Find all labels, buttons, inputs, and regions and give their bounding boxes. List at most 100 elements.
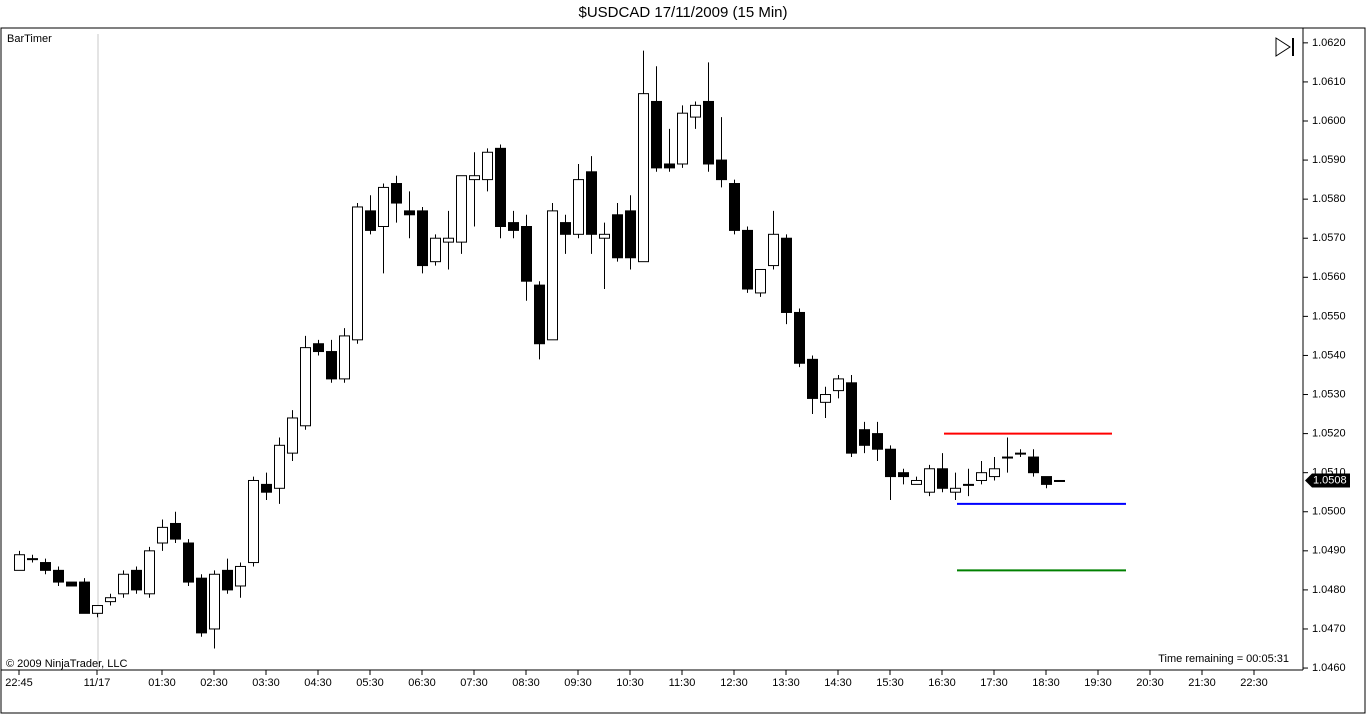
play-icon[interactable] bbox=[1275, 37, 1294, 57]
candle-body bbox=[287, 417, 298, 454]
candle-body bbox=[716, 159, 727, 181]
x-tick-label: 18:30 bbox=[1032, 677, 1060, 689]
candle bbox=[183, 539, 194, 586]
candle bbox=[781, 234, 792, 325]
candle-body bbox=[508, 222, 519, 231]
candle-body bbox=[105, 597, 116, 603]
candle-body bbox=[404, 210, 415, 216]
candle-body bbox=[755, 268, 766, 294]
candle bbox=[703, 62, 714, 172]
candle bbox=[651, 66, 662, 172]
candle bbox=[560, 214, 571, 254]
x-tick-label: 09:30 bbox=[564, 677, 592, 689]
y-tick-label: 1.0460 bbox=[1312, 662, 1346, 674]
candle bbox=[40, 558, 51, 575]
y-tick-label: 1.0620 bbox=[1312, 37, 1346, 49]
y-tick-label: 1.0520 bbox=[1312, 428, 1346, 440]
candle-body bbox=[157, 526, 168, 544]
candle-body bbox=[742, 229, 753, 290]
candle-body bbox=[781, 237, 792, 313]
candle-body bbox=[14, 554, 25, 571]
candle bbox=[690, 101, 701, 129]
candle bbox=[274, 437, 285, 504]
candle bbox=[872, 421, 883, 461]
candle-body bbox=[729, 183, 740, 231]
candle bbox=[365, 195, 376, 235]
candle bbox=[833, 374, 844, 399]
candle bbox=[742, 226, 753, 293]
candle-body bbox=[651, 100, 662, 169]
candle-body bbox=[534, 284, 545, 345]
candle bbox=[664, 128, 675, 172]
candle bbox=[625, 195, 636, 270]
candle bbox=[716, 117, 727, 188]
candle-body bbox=[131, 569, 142, 591]
x-tick-label: 22:30 bbox=[1240, 677, 1268, 689]
candle bbox=[911, 476, 922, 485]
candle bbox=[131, 566, 142, 594]
candle bbox=[170, 511, 181, 544]
candle-body bbox=[339, 335, 350, 380]
x-tick-label: 21:30 bbox=[1188, 677, 1216, 689]
candle bbox=[209, 570, 220, 649]
candle bbox=[469, 152, 480, 227]
x-tick-label: 01:30 bbox=[148, 677, 176, 689]
candle-body bbox=[586, 171, 597, 235]
candle bbox=[443, 210, 454, 270]
candle bbox=[794, 308, 805, 368]
time-remaining: Time remaining = 00:05:31 bbox=[1158, 653, 1289, 665]
candle bbox=[79, 578, 90, 614]
indicator-label: BarTimer bbox=[7, 33, 52, 45]
candle bbox=[391, 175, 402, 223]
x-tick-label: 10:30 bbox=[616, 677, 644, 689]
candle bbox=[235, 562, 246, 598]
candle-body bbox=[911, 479, 922, 485]
candle-body bbox=[352, 206, 363, 341]
candle bbox=[807, 355, 818, 415]
y-tick-label: 1.0500 bbox=[1312, 506, 1346, 518]
x-tick-label: 19:30 bbox=[1084, 677, 1112, 689]
candle bbox=[677, 105, 688, 168]
candle bbox=[547, 203, 558, 341]
candle-body bbox=[118, 573, 129, 595]
play-shape[interactable] bbox=[1275, 37, 1291, 57]
x-tick-label: 16:30 bbox=[928, 677, 956, 689]
candle bbox=[378, 183, 389, 274]
candle-body bbox=[209, 573, 220, 630]
candle-body bbox=[690, 104, 701, 118]
candle bbox=[300, 335, 311, 430]
candle bbox=[1015, 449, 1026, 458]
y-tick-label: 1.0540 bbox=[1312, 349, 1346, 361]
candle-body bbox=[1002, 456, 1013, 459]
candle-body bbox=[1028, 456, 1039, 474]
candle bbox=[196, 574, 207, 637]
candle bbox=[14, 550, 25, 571]
candle-body bbox=[248, 479, 259, 564]
x-tick-label: 17:30 bbox=[980, 677, 1008, 689]
candle bbox=[950, 472, 961, 501]
candle-body bbox=[66, 581, 77, 587]
candle-body bbox=[807, 358, 818, 399]
candle-body bbox=[898, 472, 909, 478]
candle bbox=[495, 144, 506, 239]
candle-body bbox=[27, 558, 38, 561]
candle bbox=[53, 566, 64, 586]
candle-body bbox=[599, 233, 610, 239]
candle-body bbox=[924, 468, 935, 493]
x-tick-label: 08:30 bbox=[512, 677, 540, 689]
candle-body bbox=[859, 429, 870, 446]
candle-body bbox=[170, 522, 181, 540]
x-tick-label: 07:30 bbox=[460, 677, 488, 689]
candle bbox=[326, 339, 337, 383]
x-tick-label: 02:30 bbox=[200, 677, 228, 689]
candle-body bbox=[430, 237, 441, 263]
candle-body bbox=[950, 487, 961, 493]
candle-body bbox=[820, 394, 831, 403]
candle bbox=[586, 156, 597, 254]
candle bbox=[963, 468, 974, 497]
candle-body bbox=[495, 147, 506, 228]
y-tick-label: 1.0570 bbox=[1312, 232, 1346, 244]
candle-body bbox=[1041, 476, 1052, 485]
y-tick-label: 1.0470 bbox=[1312, 623, 1346, 635]
candle bbox=[924, 464, 935, 497]
